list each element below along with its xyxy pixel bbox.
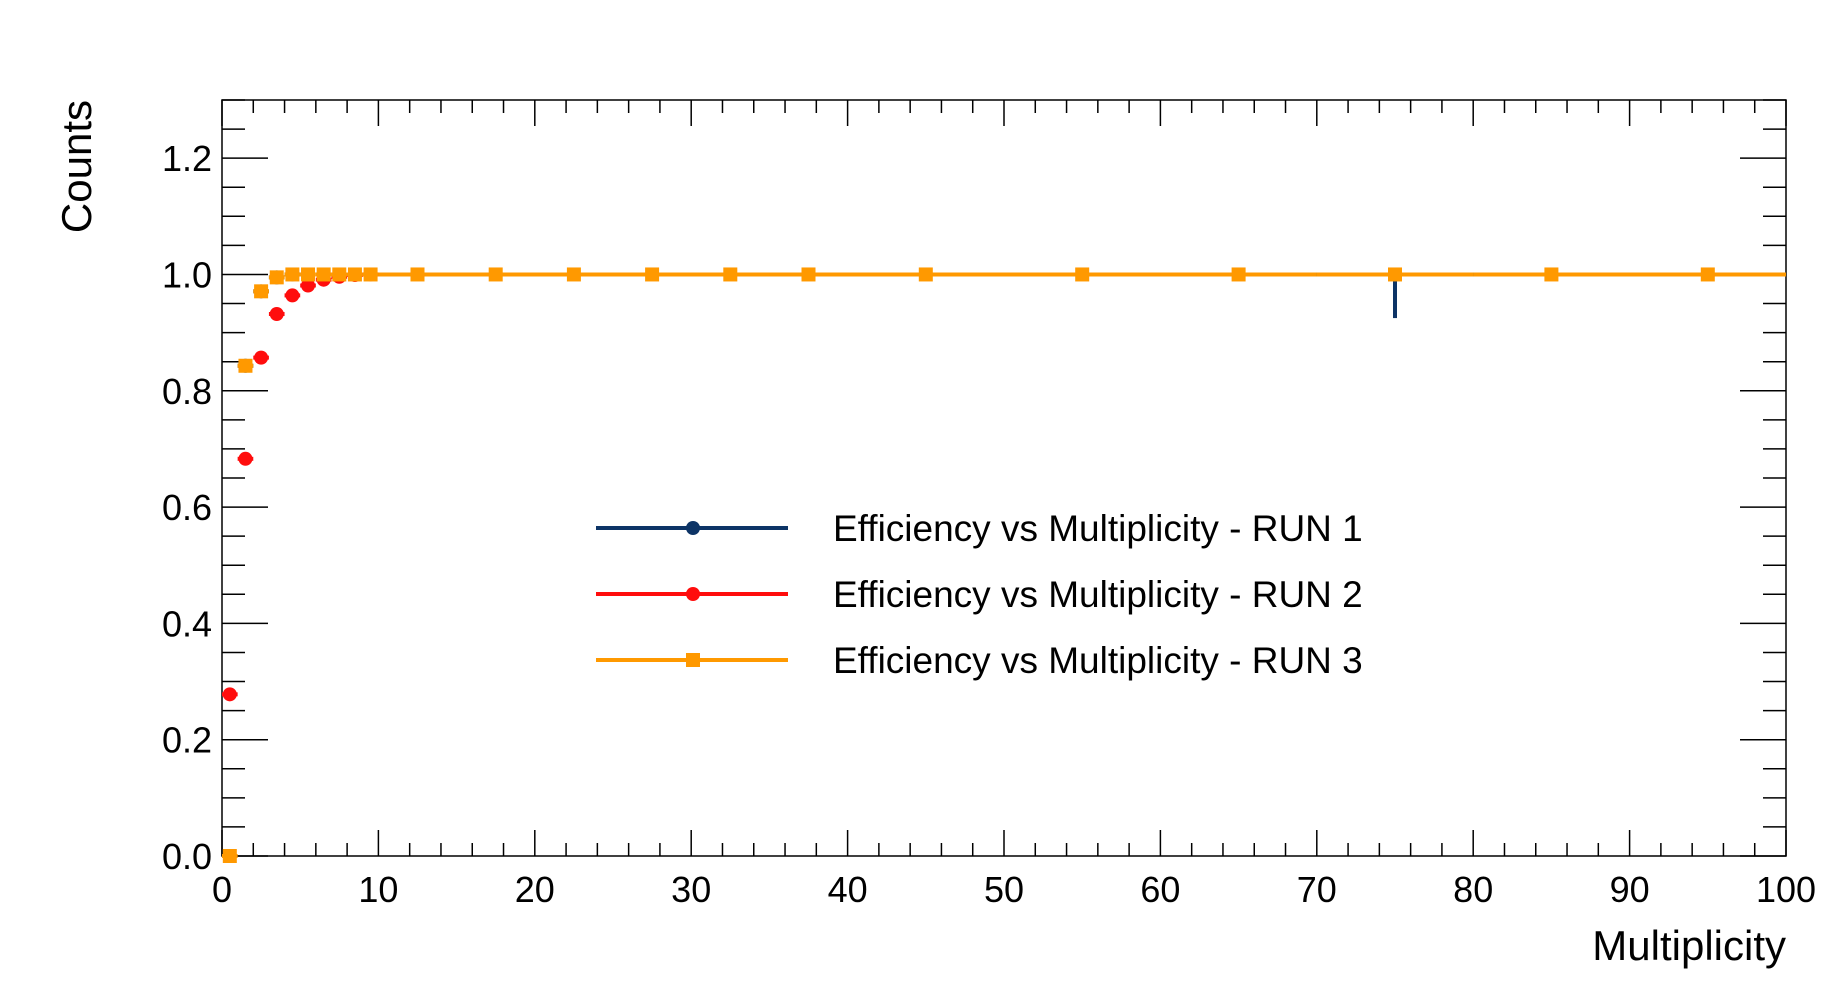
x-tick-label: 10 bbox=[358, 869, 398, 910]
y-tick-label: 1.2 bbox=[162, 138, 212, 179]
legend-label-run-1: Efficiency vs Multiplicity - RUN 1 bbox=[833, 508, 1363, 549]
x-tick-label: 100 bbox=[1756, 869, 1816, 910]
x-tick-label: 20 bbox=[515, 869, 555, 910]
series-3-point-marker bbox=[723, 267, 738, 282]
series-3-point-marker bbox=[645, 267, 660, 282]
series-3-point-marker bbox=[301, 267, 316, 282]
series-3-point-marker bbox=[410, 267, 425, 282]
plot-frame bbox=[221, 99, 1787, 857]
x-tick-label: 90 bbox=[1610, 869, 1650, 910]
legend-marker-run-1 bbox=[686, 521, 700, 535]
series-3-point-marker bbox=[332, 267, 347, 282]
series-3-point-marker bbox=[316, 267, 331, 282]
y-tick-label: 1.0 bbox=[162, 254, 212, 295]
x-tick-label: 60 bbox=[1140, 869, 1180, 910]
series-3-point-marker bbox=[254, 284, 269, 299]
x-tick-label: 0 bbox=[212, 869, 232, 910]
x-tick-label: 50 bbox=[984, 869, 1024, 910]
series-3-point-marker bbox=[285, 267, 300, 282]
series-2-point-marker bbox=[238, 451, 253, 466]
x-tick-label: 80 bbox=[1453, 869, 1493, 910]
series-3-point-marker bbox=[1075, 267, 1090, 282]
y-axis-title: Counts bbox=[53, 100, 100, 233]
series-3-point-marker bbox=[363, 267, 378, 282]
y-tick-label: 0.6 bbox=[162, 487, 212, 528]
series-2-point-marker bbox=[254, 350, 269, 365]
y-tick-label: 0.4 bbox=[162, 603, 212, 644]
series-3-point-marker bbox=[1388, 267, 1402, 282]
y-tick-label: 0.0 bbox=[162, 836, 212, 877]
legend-label-run-2: Efficiency vs Multiplicity - RUN 2 bbox=[833, 574, 1363, 615]
series-3-point-marker bbox=[801, 267, 816, 282]
series-3-point-marker bbox=[918, 267, 933, 282]
series-2-point-marker bbox=[301, 278, 316, 293]
y-tick-label: 0.2 bbox=[162, 720, 212, 761]
series-3-point-marker bbox=[1544, 267, 1559, 282]
x-tick-label: 40 bbox=[828, 869, 868, 910]
legend-marker-run-2 bbox=[686, 587, 700, 601]
y-tick-label: 0.8 bbox=[162, 371, 212, 412]
series-3-point-marker bbox=[222, 849, 237, 863]
series-2-point-marker bbox=[222, 687, 237, 702]
series-3-point-marker bbox=[488, 267, 503, 282]
legend-label-run-3: Efficiency vs Multiplicity - RUN 3 bbox=[833, 640, 1363, 681]
series-3-point-marker bbox=[1231, 267, 1246, 282]
x-tick-label: 30 bbox=[671, 869, 711, 910]
x-axis-title: Multiplicity bbox=[1592, 922, 1786, 969]
series-3-point-marker bbox=[238, 358, 253, 373]
series-3-point-marker bbox=[1700, 267, 1715, 282]
series-2-point-marker bbox=[269, 307, 284, 322]
legend-marker-run-3 bbox=[686, 653, 700, 667]
series-3-point-marker bbox=[269, 270, 284, 285]
series-2-point-marker bbox=[285, 288, 300, 303]
series-3-point-marker bbox=[347, 267, 362, 282]
x-tick-label: 70 bbox=[1297, 869, 1337, 910]
series-3-point-marker bbox=[566, 267, 581, 282]
